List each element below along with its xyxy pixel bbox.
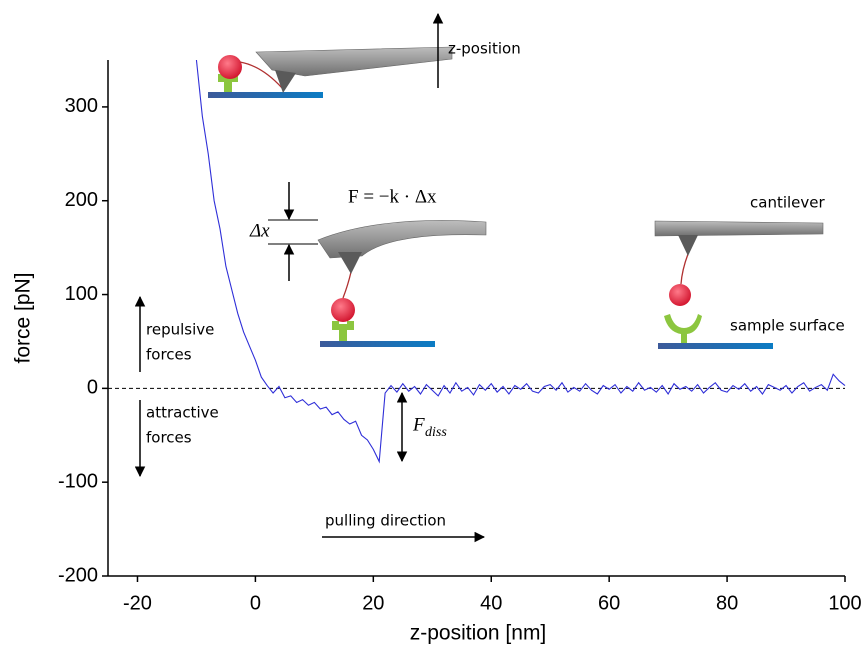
illustration-middle: Δx F = −k · Δx (249, 182, 487, 347)
y-tick-label: 100 (65, 283, 98, 305)
x-tick-label: 60 (598, 592, 620, 614)
annotation: diss (425, 425, 447, 440)
annotation: z-position (448, 40, 521, 58)
annotation: F (412, 414, 425, 435)
x-tick-label: 40 (480, 592, 502, 614)
y-tick-label: 300 (65, 95, 98, 117)
annotation: Δx (249, 220, 270, 241)
y-tick-label: 200 (65, 189, 98, 211)
y-tick-label: -100 (58, 470, 98, 492)
illustration-top: z-position (208, 12, 521, 98)
annotation: forces (146, 346, 192, 364)
x-tick-label: 80 (716, 592, 738, 614)
annotation: attractive (146, 404, 219, 422)
annotation: repulsive (146, 321, 214, 339)
illustration-right: cantilever sample surface (654, 194, 845, 349)
x-tick-label: 100 (828, 592, 861, 614)
x-tick-label: 0 (250, 592, 261, 614)
data-line (195, 59, 846, 464)
force-notes: repulsive forces attractive forces pulli… (134, 295, 486, 543)
x-tick-label: 20 (362, 592, 384, 614)
y-tick-label: -200 (58, 564, 98, 586)
x-tick-label: -20 (123, 592, 152, 614)
y-tick-label: 0 (87, 377, 98, 399)
annotation: F = −k · Δx (348, 186, 437, 207)
annotation: forces (146, 429, 192, 447)
y-axis-title: force [pN] (12, 272, 35, 363)
annotation: pulling direction (325, 512, 446, 530)
annotation: sample surface (730, 317, 845, 335)
x-axis-title: z-position [nm] (410, 622, 547, 645)
annotation: cantilever (750, 194, 825, 212)
